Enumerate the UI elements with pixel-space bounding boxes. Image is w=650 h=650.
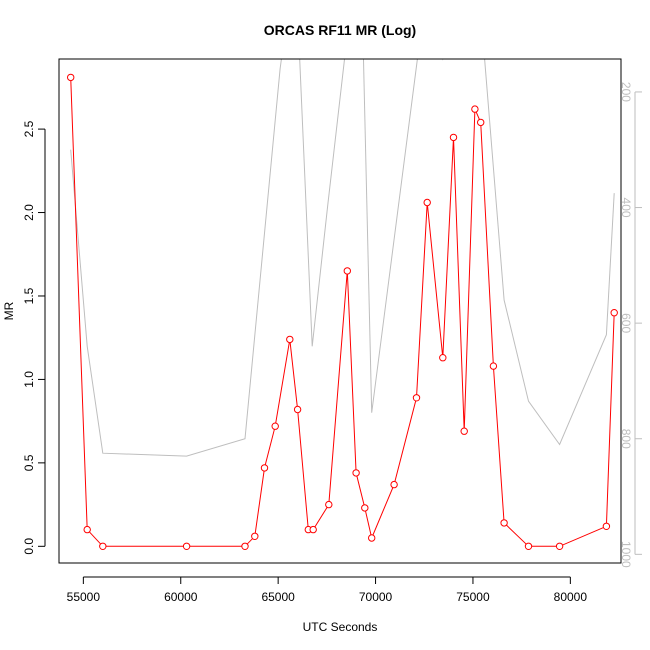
y-tick-label: 1.5	[22, 287, 36, 304]
data-point	[368, 534, 376, 542]
y2-tick-label: 400	[619, 198, 633, 218]
data-point	[524, 542, 533, 550]
data-point	[555, 542, 564, 550]
y2-tick-label: 800	[619, 429, 633, 449]
data-point	[251, 532, 259, 540]
y2-tick-label: 200	[619, 82, 633, 102]
x-tick-label: 70000	[359, 590, 393, 604]
data-point	[260, 464, 269, 472]
y-axis-right: 200 400 600 800 1000	[619, 82, 642, 568]
x-tick-label: 75000	[456, 590, 490, 604]
data-point	[293, 405, 302, 414]
data-point	[610, 309, 618, 317]
data-point	[361, 504, 369, 512]
data-point	[309, 525, 317, 534]
data-point	[439, 354, 447, 362]
data-point	[412, 394, 421, 402]
x-tick-label: 65000	[261, 590, 295, 604]
y-tick-label: 1.0	[22, 371, 36, 388]
y-axis-label: MR	[2, 301, 16, 320]
left-series-line	[70, 77, 615, 547]
x-axis: 55000 60000 65000 70000 75000 80000	[67, 576, 588, 604]
data-point	[471, 105, 479, 113]
data-point	[449, 133, 458, 142]
y2-tick-label: 1000	[619, 541, 633, 568]
right-axis-series	[70, 59, 615, 457]
data-point	[489, 362, 498, 370]
y-tick-label: 0.0	[22, 538, 36, 555]
data-point	[343, 267, 351, 275]
plot-frame	[58, 58, 622, 564]
data-point	[83, 525, 91, 534]
data-point	[477, 118, 485, 127]
data-point	[352, 469, 360, 477]
right-series-line	[70, 59, 615, 457]
data-point	[325, 500, 333, 509]
data-point	[99, 542, 107, 550]
y-tick-label: 0.5	[22, 454, 36, 471]
chart-title: ORCAS RF11 MR (Log)	[264, 22, 416, 38]
x-tick-label: 55000	[67, 590, 101, 604]
data-point	[460, 427, 468, 435]
x-tick-label: 80000	[554, 590, 588, 604]
data-point	[602, 522, 611, 530]
data-point	[182, 542, 191, 550]
data-point	[500, 519, 508, 527]
data-point	[286, 335, 294, 344]
x-tick-label: 60000	[164, 590, 198, 604]
data-point	[423, 198, 431, 207]
y-tick-label: 2.0	[22, 204, 36, 221]
left-axis-series	[67, 73, 618, 550]
y2-tick-label: 600	[619, 313, 633, 333]
data-point	[390, 480, 398, 489]
data-point	[67, 73, 75, 82]
data-point	[241, 542, 249, 550]
y-tick-label: 2.5	[22, 120, 36, 137]
y-axis-left: 0.0 0.5 1.0 1.5 2.0 2.5	[22, 120, 46, 555]
data-point	[271, 422, 279, 430]
x-axis-label: UTC Seconds	[303, 620, 378, 634]
